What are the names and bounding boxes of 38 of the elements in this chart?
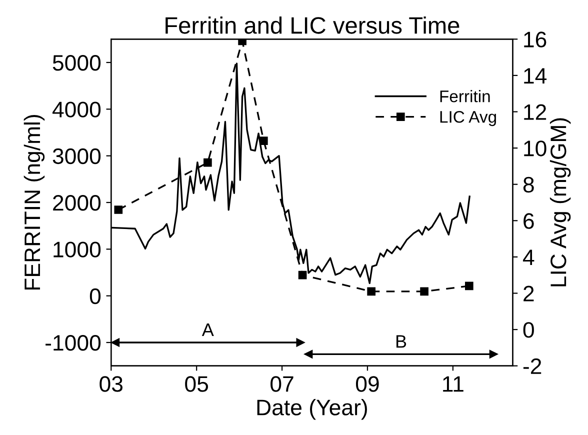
legend-label: LIC Avg [440, 110, 496, 126]
y2-tick-label: 4 [522, 250, 534, 265]
y-tick-label: 4000 [52, 102, 101, 118]
y-tick-label: 5000 [52, 55, 101, 71]
x-tick-label: 09 [356, 376, 379, 392]
legend-label: Ferritin [440, 90, 490, 102]
y2-tick-label: 14 [524, 68, 547, 84]
point [464, 282, 474, 290]
x-tick-label: 11 [443, 376, 464, 392]
y2-tick-label: 10 [524, 140, 546, 156]
y-tick-label: 2000 [53, 195, 101, 211]
x-tick-label: 05 [185, 376, 208, 392]
y2-tick-label: 2 [524, 286, 534, 302]
point [204, 158, 212, 167]
y2-tick-label: 6 [524, 213, 534, 229]
x-tick-label: 03 [100, 376, 123, 392]
y2-axis-title: LIC Avg (mg/GM) [550, 118, 571, 286]
y2-tick-label: 12 [524, 104, 546, 120]
y-tick-label: 0 [90, 288, 101, 304]
y2-tick-label: 8 [523, 176, 534, 193]
point [238, 39, 246, 46]
point [420, 287, 428, 296]
annotation: B [396, 335, 406, 348]
annotation: A [202, 324, 214, 336]
y2-tick-label: 0 [523, 322, 534, 338]
point [259, 136, 268, 145]
y-axis-title: FERRITIN (ng/ml) [24, 114, 45, 290]
x-tick-label: 07 [270, 376, 294, 392]
y2-tick-label: -2 [523, 358, 542, 374]
point [114, 206, 123, 214]
x-axis-title: Date (Year) [257, 399, 367, 420]
y2-tick-label: 16 [524, 32, 546, 48]
y-tick-label: 1000 [54, 242, 101, 258]
y-tick-label: 3000 [52, 148, 101, 164]
y-tick-label: -1000 [46, 335, 101, 351]
chart-title: Ferritin and LIC versus Time [166, 16, 460, 34]
point [367, 287, 376, 296]
point [298, 270, 307, 280]
